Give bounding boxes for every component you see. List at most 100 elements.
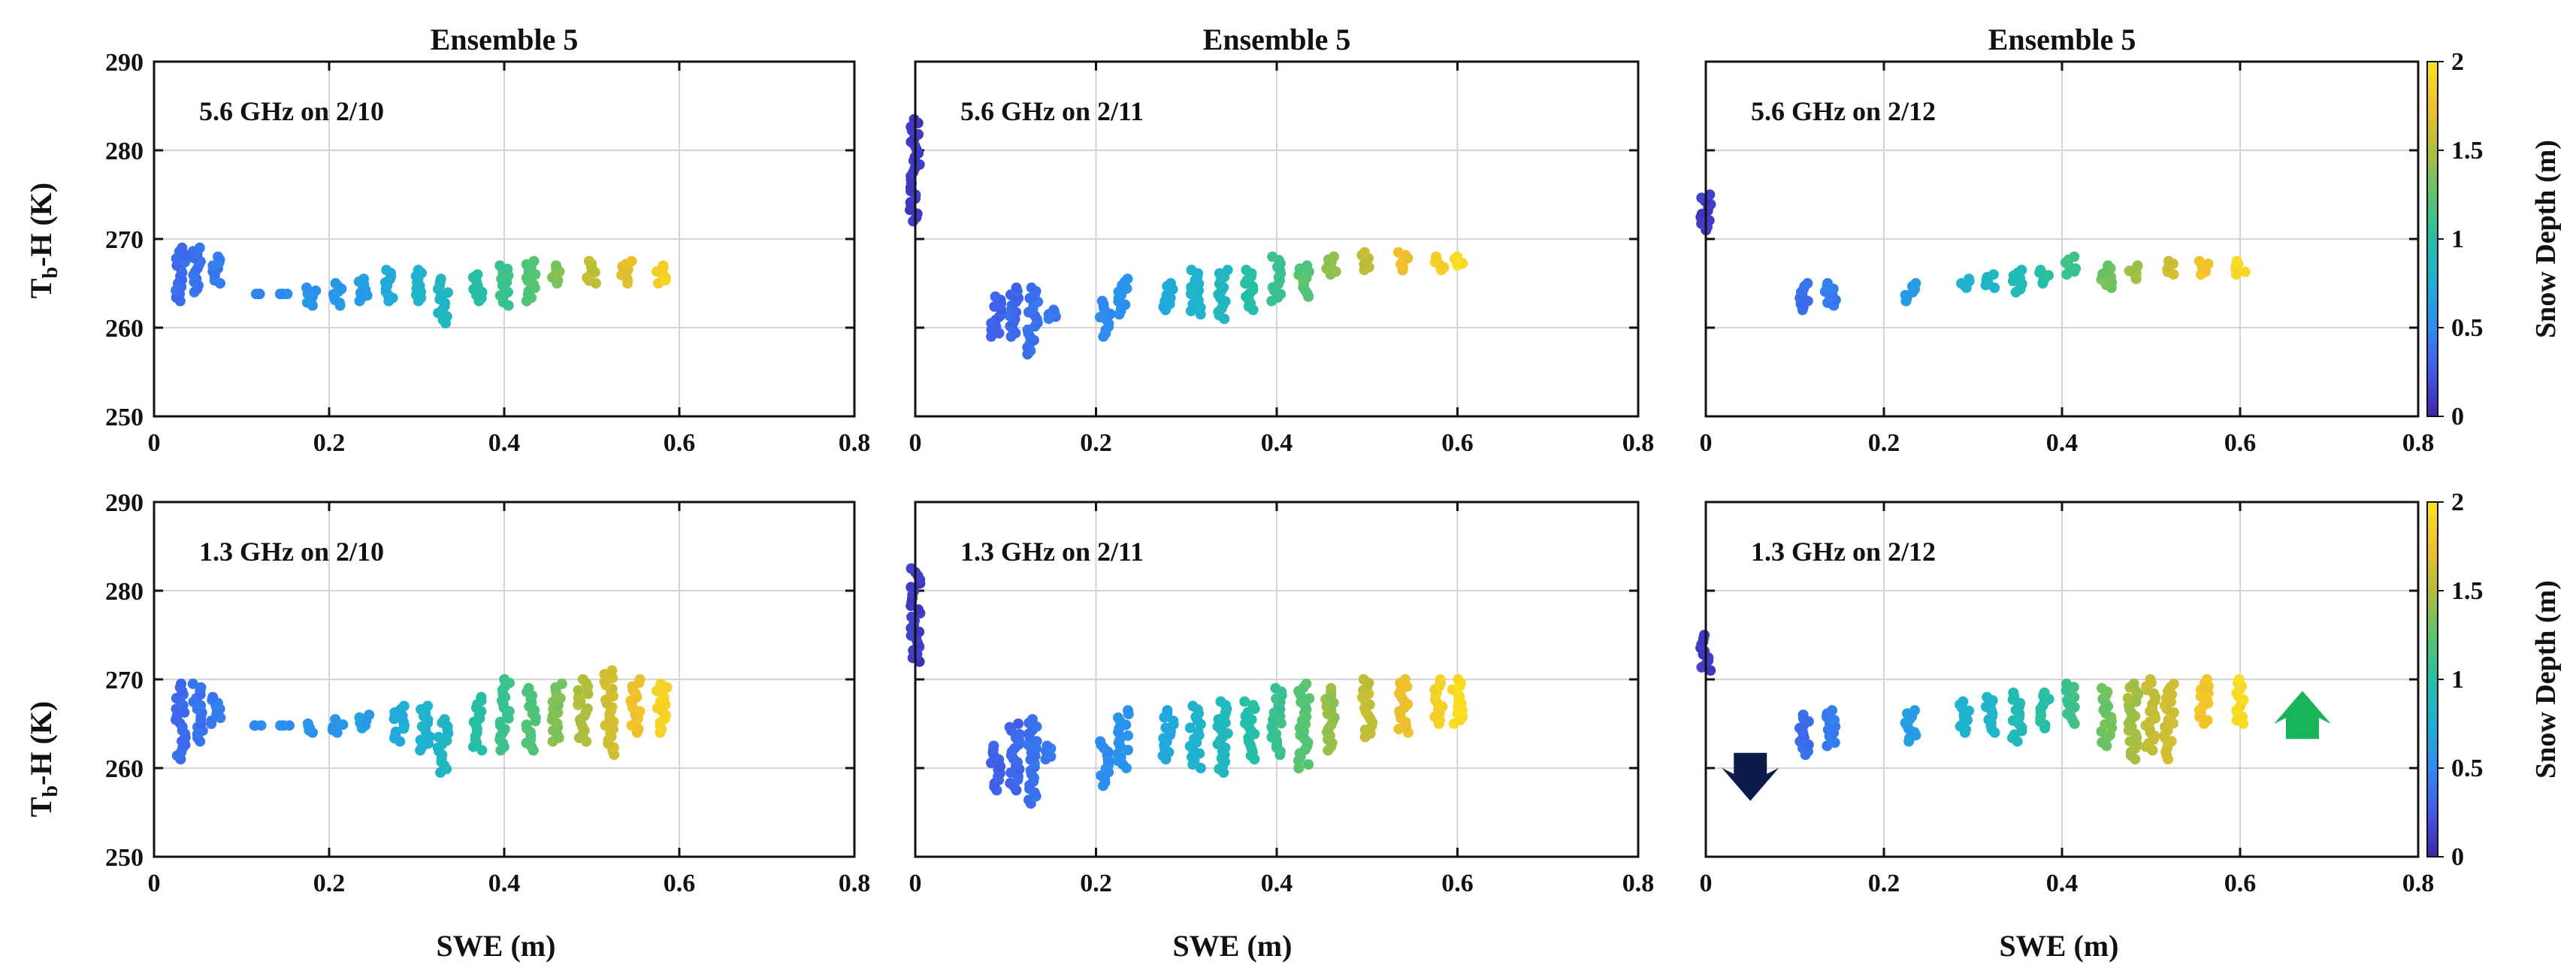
panel-annotation: 1.3 GHz on 2/10 (199, 537, 384, 567)
data-point (1909, 705, 1921, 716)
panel-annotation: 5.6 GHz on 2/10 (199, 96, 384, 126)
x-tick-label: 0.4 (1261, 429, 1293, 457)
data-point (195, 682, 207, 693)
data-point (1303, 759, 1314, 770)
data-point (1399, 674, 1410, 685)
data-point (2202, 715, 2213, 726)
data-point (177, 242, 188, 253)
y-tick-label: 280 (105, 578, 144, 606)
data-point (1011, 282, 1022, 293)
data-point (494, 716, 506, 727)
data-point (494, 260, 506, 271)
arrow-up-icon (2273, 691, 2331, 740)
data-point (1435, 674, 1446, 685)
data-point (2069, 251, 2080, 262)
data-point (2203, 259, 2214, 270)
plot-frame (153, 60, 856, 418)
data-point (1910, 278, 1921, 289)
data-point (274, 289, 286, 300)
data-point (2043, 270, 2054, 281)
data-point (1042, 740, 1053, 752)
data-point (1014, 728, 1025, 740)
panel-annotation: 5.6 GHz on 2/12 (1751, 96, 1936, 126)
colorbar-label: Snow Depth (m) (2530, 140, 2562, 338)
x-axis-label-2: SWE (m) (1173, 929, 1293, 963)
y-axis-label-top: Tb-H (K) (24, 183, 62, 298)
colorbar-gradient (2427, 502, 2438, 857)
data-point (1696, 192, 1707, 204)
data-point (1215, 696, 1226, 707)
data-point (2060, 678, 2072, 689)
data-point (1359, 247, 1370, 258)
plot-frame (914, 501, 1640, 858)
x-tick-label: 0.4 (488, 429, 521, 457)
data-point (330, 714, 341, 725)
data-point (2008, 687, 2019, 698)
x-axis-label-3: SWE (m) (2000, 929, 2119, 963)
x-tick-label: 0.2 (1868, 870, 1900, 897)
panel-annotation: 1.3 GHz on 2/11 (960, 537, 1144, 567)
data-point (1122, 274, 1133, 285)
y-axis-label-sub: b (39, 785, 62, 797)
data-point (1241, 265, 1252, 276)
x-tick-label: 0 (148, 870, 161, 897)
colorbar-tick-label: 0.5 (2451, 314, 2484, 342)
y-tick-label: 290 (105, 49, 144, 77)
data-point (1123, 705, 1134, 716)
scatter-panel-3: 0 0.2 0.4 0.6 0.8 Ensemble 5 5.6 GHz on 2/12 (1695, 23, 2434, 457)
data-point (2231, 256, 2242, 267)
plot-frame (1704, 60, 2420, 418)
x-tick-label: 0.4 (2046, 870, 2079, 897)
colorbar-ticks: 0 0.5 1 1.5 2 (2438, 488, 2484, 871)
panel-annotation: 5.6 GHz on 2/11 (960, 96, 1144, 126)
data-point (176, 678, 187, 689)
data-point (1964, 274, 1975, 285)
data-point (658, 260, 669, 271)
y-axis-label-rest: -H (K) (24, 701, 58, 785)
x-tick-label: 0.6 (2224, 429, 2257, 457)
data-point (1802, 278, 1813, 289)
data-point (906, 563, 917, 574)
data-point (573, 685, 584, 696)
data-point (2128, 678, 2139, 689)
data-point (1797, 709, 1809, 721)
data-point (606, 665, 618, 676)
data-point (1112, 712, 1123, 723)
data-point (194, 242, 205, 253)
data-point (990, 291, 1001, 302)
data-point (906, 630, 917, 641)
x-tick-label: 0.2 (1868, 429, 1900, 457)
x-tick-label: 0.2 (313, 429, 346, 457)
x-tick-label: 0.8 (839, 870, 871, 897)
data-point (442, 287, 453, 298)
data-point (213, 251, 224, 262)
data-point (2122, 693, 2133, 704)
panel-annotation: 1.3 GHz on 2/12 (1751, 537, 1936, 567)
data-point (278, 720, 289, 731)
x-tick-label: 0.6 (664, 870, 696, 897)
data-point (1958, 696, 1969, 707)
data-point (472, 269, 483, 280)
data-point (1453, 674, 1464, 685)
data-point (1013, 718, 1024, 729)
data-point (528, 256, 540, 267)
x-tick-label: 0.6 (1441, 870, 1474, 897)
data-point (2016, 265, 2027, 276)
data-point (2194, 256, 2205, 267)
y-tick-label: 270 (105, 667, 144, 694)
data-point (301, 282, 313, 293)
x-tick-label: 0.6 (1441, 429, 1474, 457)
data-point (1988, 269, 1999, 280)
plot-frame (914, 60, 1640, 418)
x-tick-label: 0 (1700, 429, 1713, 457)
scatter-panel-1: 0 0.2 0.4 0.6 0.8 250 260 270 280 290 Ensemble 5 5.… (105, 23, 870, 457)
y-tick-label: 270 (105, 226, 144, 254)
data-point (2097, 682, 2108, 694)
x-tick-label: 0.8 (2402, 870, 2435, 897)
data-point (358, 274, 369, 285)
data-point (1165, 278, 1176, 289)
data-point (1293, 763, 1305, 773)
data-point (1982, 691, 1993, 703)
colorbar-tick-label: 1 (2451, 225, 2464, 253)
